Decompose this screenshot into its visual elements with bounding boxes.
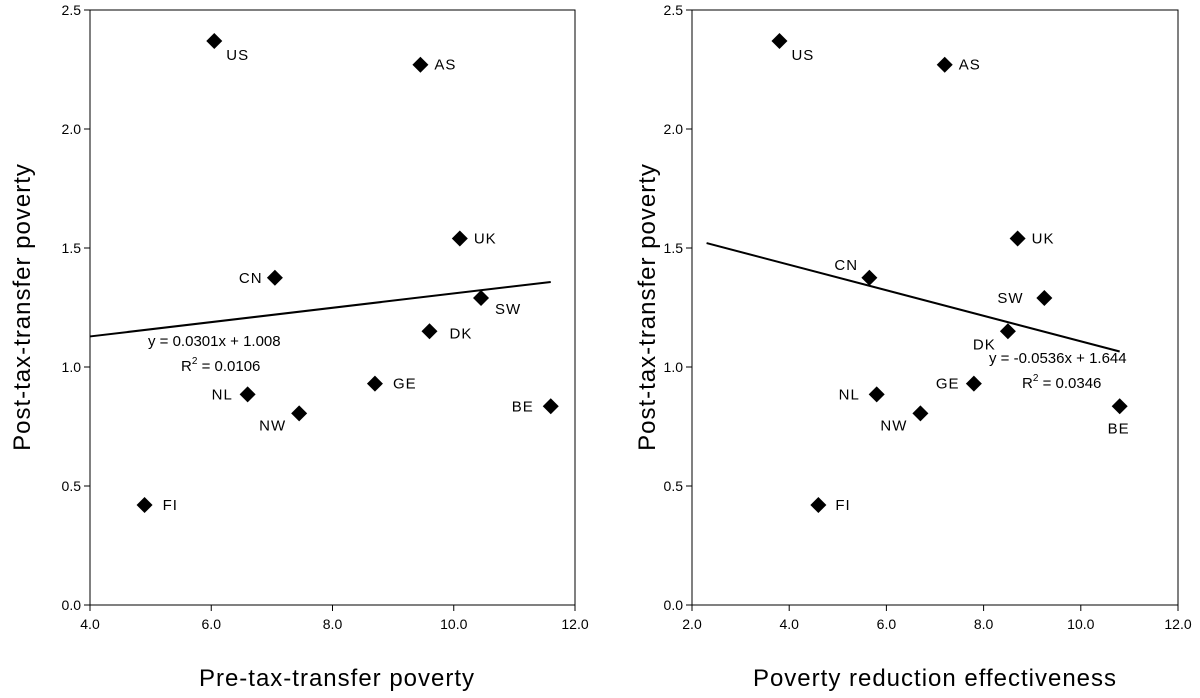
x-tick-label: 4.0 (779, 616, 799, 632)
y-tick-label: 0.0 (664, 597, 684, 613)
y-tick-label: 2.0 (62, 121, 82, 137)
point-label-sw: SW (495, 301, 521, 318)
r2-superscript: 2 (192, 356, 198, 367)
y-tick-label: 1.0 (664, 359, 684, 375)
r-squared: R2 = 0.0346 (1022, 373, 1101, 392)
point-label-as: AS (434, 57, 456, 74)
chart-reduction-effectiveness: 0.00.51.01.52.02.5 2.0 4.0 6.0 8.0 10.0 12.0 … (634, 2, 1192, 692)
point-label-nw: NW (880, 417, 907, 434)
point-label-ge: GE (393, 376, 417, 393)
data-point-sw (1036, 289, 1053, 306)
data-point-ge (965, 375, 982, 392)
data-point-nw (291, 405, 308, 422)
point-label-ge: GE (936, 376, 960, 393)
point-label-fi: FI (835, 497, 850, 514)
regression-equation: y = -0.0536x + 1.644 (989, 350, 1127, 367)
point-label-as: AS (959, 57, 981, 74)
x-axis-title: Pre-tax-transfer poverty (199, 665, 475, 692)
data-point-as (412, 56, 429, 73)
r2-prefix: R (181, 358, 192, 375)
trendline (706, 242, 1120, 353)
data-point-us (771, 32, 788, 49)
r-squared: R2 = 0.0106 (181, 356, 260, 375)
data-point-fi (136, 497, 153, 514)
r2-superscript: 2 (1033, 373, 1039, 384)
x-axis-ticks: 4.0 6.0 8.0 10.0 12.0 (80, 605, 589, 632)
y-tick-label: 2.0 (664, 121, 684, 137)
x-tick-label: 6.0 (202, 616, 222, 632)
data-point-be (1111, 398, 1128, 415)
y-tick-label: 1.0 (62, 359, 82, 375)
point-label-cn: CN (834, 257, 858, 274)
y-tick-label: 1.5 (62, 240, 82, 256)
x-axis-title: Poverty reduction effectiveness (753, 665, 1117, 692)
data-point-dk (421, 323, 438, 340)
x-tick-label: 10.0 (440, 616, 467, 632)
point-label-cn: CN (239, 270, 263, 287)
x-tick-label: 2.0 (682, 616, 702, 632)
data-point-be (542, 398, 559, 415)
r2-prefix: R (1022, 375, 1033, 392)
data-points: US AS UK CN SW DK GE NL NW BE FI (771, 32, 1130, 514)
x-tick-label: 8.0 (974, 616, 994, 632)
point-label-be: BE (1108, 420, 1130, 437)
plot-area-frame (691, 9, 1179, 606)
data-point-dk (999, 323, 1016, 340)
data-point-nl (239, 386, 256, 403)
point-label-fi: FI (163, 497, 178, 514)
data-point-nl (868, 386, 885, 403)
point-label-be: BE (512, 398, 534, 415)
x-tick-label: 4.0 (80, 616, 100, 632)
point-label-uk: UK (1032, 230, 1055, 247)
data-point-sw (473, 289, 490, 306)
y-tick-label: 0.5 (62, 478, 82, 494)
data-point-uk (1009, 230, 1026, 247)
y-tick-label: 2.5 (62, 2, 82, 18)
point-label-dk: DK (973, 336, 996, 353)
y-tick-label: 2.5 (664, 2, 684, 18)
point-label-nl: NL (212, 386, 233, 403)
y-axis-title: Post-tax-transfer poverty (634, 163, 661, 451)
r2-value: = 0.0346 (1038, 375, 1101, 392)
r2-value: = 0.0106 (197, 358, 260, 375)
y-axis-ticks: 0.0 0.5 1.0 1.5 2.0 2.5 (664, 2, 692, 613)
y-tick-label: 0.5 (664, 478, 684, 494)
data-point-nw (912, 405, 929, 422)
y-tick-label: 0.0 (62, 597, 82, 613)
y-axis-title: Post-tax-transfer poverty (9, 163, 36, 451)
point-label-nl: NL (839, 386, 860, 403)
data-points: US AS UK CN SW DK GE NL NW BE FI (136, 32, 559, 514)
data-point-as (936, 56, 953, 73)
data-point-uk (451, 230, 468, 247)
data-point-ge (366, 375, 383, 392)
point-label-sw: SW (997, 290, 1023, 307)
y-tick-label: 1.5 (664, 240, 684, 256)
data-point-cn (861, 269, 878, 286)
point-label-uk: UK (474, 230, 497, 247)
x-tick-label: 12.0 (1164, 616, 1191, 632)
x-tick-label: 6.0 (877, 616, 897, 632)
point-label-nw: NW (259, 417, 286, 434)
chart-pre-tax: 0.0 0.5 1.0 1.5 2.0 2.5 4.0 6.0 8.0 10.0 12.0 US A… (9, 2, 589, 692)
data-point-fi (810, 497, 827, 514)
trendline (89, 281, 551, 338)
x-tick-label: 8.0 (323, 616, 343, 632)
point-label-us: US (791, 47, 814, 64)
data-point-us (206, 32, 223, 49)
x-tick-label: 12.0 (561, 616, 588, 632)
point-label-dk: DK (450, 325, 473, 342)
x-tick-label: 10.0 (1067, 616, 1094, 632)
x-axis-ticks: 2.0 4.0 6.0 8.0 10.0 12.0 (682, 605, 1192, 632)
regression-equation: y = 0.0301x + 1.008 (148, 333, 281, 350)
point-label-us: US (226, 47, 249, 64)
y-axis-ticks: 0.0 0.5 1.0 1.5 2.0 2.5 (62, 2, 90, 613)
data-point-cn (266, 269, 283, 286)
